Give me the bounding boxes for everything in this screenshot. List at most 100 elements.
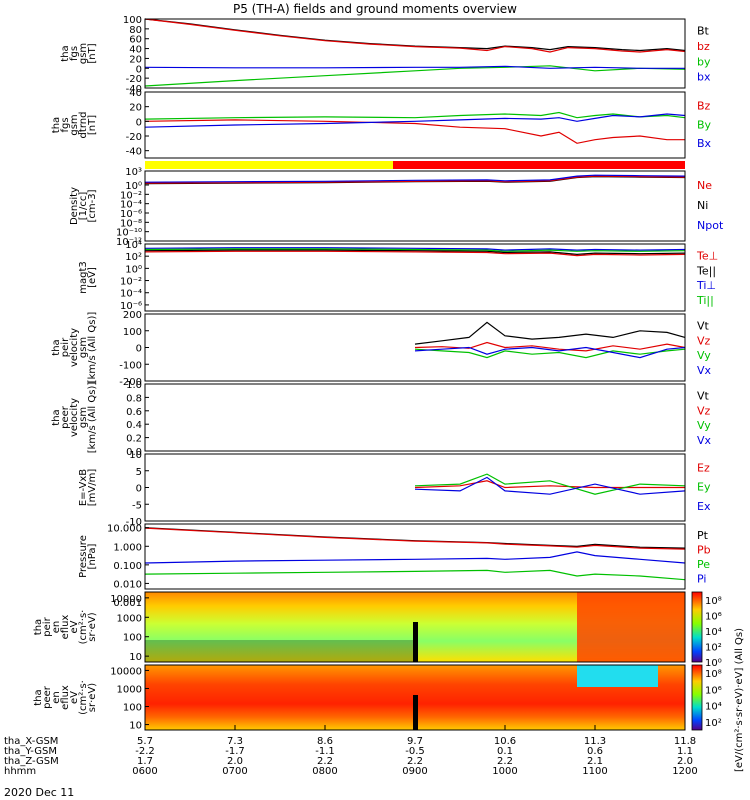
y-axis-label: tha (33, 619, 44, 635)
y-axis-label: gsm (69, 114, 80, 135)
y-tick-label: 1.000 (113, 542, 142, 553)
legend-Ey: Ey (697, 481, 711, 494)
colorbar-label: [eV/(cm²·s·sr·eV)·eV] (All Qs) (734, 628, 745, 772)
legend-Vx: Vx (697, 434, 712, 447)
x-row-value: 2.0 (227, 756, 243, 767)
x-row-value: 0.6 (587, 746, 603, 757)
y-tick-label: 20 (129, 103, 142, 114)
series-Ne (144, 175, 686, 184)
series-Bz (144, 119, 685, 144)
y-tick-label: 0 (136, 344, 142, 355)
y-tick-label: 0 (136, 484, 142, 495)
heatmap-burst (577, 592, 685, 662)
y-tick-label: 10⁻⁶ (120, 209, 142, 220)
x-row-value: 0700 (222, 766, 247, 777)
plot-title: P5 (TH-A) fields and ground moments over… (233, 2, 517, 16)
series-Pb (144, 527, 686, 550)
legend-Ni: Ni (697, 199, 708, 212)
y-tick-label: 100 (123, 327, 142, 338)
y-tick-label: 0.001 (113, 598, 142, 609)
legend-By: By (697, 118, 712, 131)
y-axis-label: en (51, 691, 62, 704)
y-axis-label: eflux (60, 685, 71, 710)
series-Vx (414, 346, 686, 359)
y-tick-label: 0.100 (113, 561, 142, 572)
series-bz (144, 18, 686, 53)
y-tick-label: 5 (136, 467, 142, 478)
y-tick-label: 10000 (110, 594, 142, 605)
legend-Pi: Pi (697, 573, 706, 586)
y-tick-label: 10⁻⁶ (120, 301, 142, 312)
y-tick-label: 10.000 (107, 524, 142, 535)
colorbar-ramp (691, 591, 703, 663)
x-row-value: 11.3 (584, 736, 606, 747)
x-row-value: 2.0 (677, 756, 693, 767)
y-tick-label: 10⁻⁴ (120, 200, 142, 211)
y-tick-label: 1000 (117, 684, 142, 695)
series-Ex (414, 476, 686, 495)
y-tick-label: 10⁴ (125, 240, 142, 251)
y-axis-label: [eV] (87, 267, 98, 288)
colorbar-tick-label: 10⁶ (705, 685, 722, 696)
y-tick-label: 10⁻⁴ (120, 289, 142, 300)
y-tick-label: 60 (129, 35, 142, 46)
heatmap-noise (145, 640, 415, 662)
legend-by: by (697, 55, 711, 68)
colorbar-ramp (691, 664, 703, 731)
series-Ti⊥ (144, 247, 686, 251)
y-axis-label: tha (60, 45, 71, 61)
panel-frame (144, 591, 686, 663)
legend-Bz: Bz (697, 99, 711, 112)
series-Pe (144, 569, 686, 581)
x-row-value: 1200 (672, 766, 697, 777)
colorbar-tick-label: 10⁴ (705, 702, 722, 713)
y-tick-label: 200 (123, 310, 142, 321)
y-axis-label: tha (51, 339, 62, 355)
x-row-value: 2.2 (497, 756, 513, 767)
series-Vt (414, 321, 686, 345)
legend-Vz: Vz (697, 404, 711, 417)
y-axis-label: magt3 (78, 261, 89, 294)
panel-peir_eflux: 10000 1000 100 10 thapeirenefluxeV(cm²·s·sr·… (33, 591, 686, 663)
x-row-label: hhmm (4, 766, 36, 777)
y-axis-label: eflux (60, 615, 71, 640)
y-tick-label: 0.2 (126, 434, 142, 445)
x-row-value: 5.7 (137, 736, 153, 747)
y-axis-label: peer (60, 405, 71, 429)
panel-frame (144, 523, 686, 590)
colorbar-tick-label: 10⁸ (705, 596, 722, 607)
y-tick-label: -100 (119, 360, 142, 371)
y-axis-label: tha (33, 689, 44, 705)
y-axis-label: velocity (69, 328, 80, 367)
colorbar-tick-label: 10⁶ (705, 611, 722, 622)
y-tick-label: 0 (136, 64, 142, 75)
series-Npot (144, 174, 686, 183)
mode-bar-fast (393, 161, 685, 169)
y-axis-label: [nT] (87, 43, 98, 63)
legend-Te||: Te|| (696, 264, 716, 277)
y-axis-label: gsm (78, 43, 89, 64)
legend-Vy: Vy (697, 419, 711, 432)
legend-Ti||: Ti|| (696, 294, 714, 307)
y-tick-label: 100 (123, 633, 142, 644)
y-axis-label: E=-VxB (78, 469, 89, 506)
y-tick-label: -5 (132, 500, 142, 511)
panel-peer_eflux: 10000 1000 100 10 thapeerenefluxeV(cm²·s·sr·… (33, 664, 686, 732)
series-Te⊥ (144, 250, 686, 257)
y-tick-label: 10³ (125, 167, 142, 178)
y-tick-label: 40 (129, 88, 142, 99)
series-Pt (144, 527, 686, 549)
x-row-value: 1000 (492, 766, 517, 777)
legend-Vt: Vt (697, 389, 710, 402)
series-by (144, 65, 686, 87)
y-axis-label: (cm²·s· (78, 610, 89, 645)
legend-Vy: Vy (697, 349, 711, 362)
y-tick-label: 0.0 (126, 447, 142, 458)
y-tick-label: 0 (136, 117, 142, 128)
panel-frame (144, 91, 686, 159)
y-axis-label: gsm (78, 407, 89, 428)
y-tick-label: 10 (129, 721, 142, 732)
series-bx (144, 65, 685, 69)
panels: 100806040200-20-40thafgsgsm[nT]Btbzbybx4… (33, 15, 724, 732)
y-axis-label: tha (51, 409, 62, 425)
